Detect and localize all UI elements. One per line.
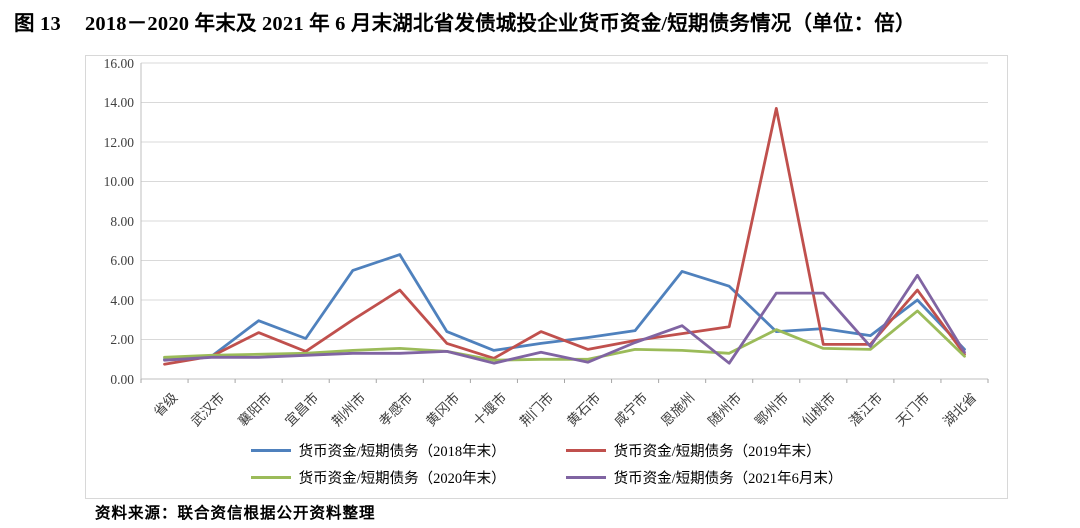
y-tick-label: 10.00	[103, 174, 134, 189]
y-tick-label: 4.00	[110, 292, 134, 308]
chart-area: 16.00 14.00 12.00 10.00 8.00 6.00 4.00 2.00 0.00…	[85, 55, 1008, 499]
y-tick-label: 6.00	[110, 253, 134, 268]
line-plot-canvas	[140, 62, 989, 383]
legend-line-swatch	[250, 476, 291, 479]
legend-line-swatch	[250, 449, 291, 452]
legend-label: 货币资金/短期债务（2018年末）	[298, 444, 506, 460]
legend-item: 货币资金/短期债务（2020年末）	[250, 467, 506, 488]
y-tick-label: 16.00	[103, 55, 134, 71]
legend-label: 货币资金/短期债务（2019年末）	[613, 444, 821, 460]
y-tick-label: 14.00	[103, 95, 134, 110]
figure-number: 图 13	[14, 13, 61, 35]
legend-label: 货币资金/短期债务（2020年末）	[298, 471, 506, 487]
figure-title: 图 13 2018－2020 年末及 2021 年 6 月末湖北省发债城投企业货币…	[14, 6, 1074, 36]
y-tick-label: 12.00	[103, 134, 134, 150]
legend-line-swatch	[565, 476, 606, 479]
figure-title-text: 2018－2020 年末及 2021 年 6 月末湖北省发债城投企业货币资金/短…	[84, 13, 916, 35]
y-tick-label: 0.00	[110, 371, 134, 387]
series-line-2	[163, 107, 966, 366]
series-line-4	[163, 273, 966, 365]
y-tick-label: 2.00	[110, 332, 134, 347]
legend-item: 货币资金/短期债务（2019年末）	[565, 440, 843, 461]
legend-item: 货币资金/短期债务（2018年末）	[250, 440, 506, 461]
source-note: 资料来源：联合资信根据公开资料整理	[95, 505, 376, 522]
series-line-3	[163, 309, 966, 362]
chart-legend: 货币资金/短期债务（2018年末） 货币资金/短期债务（2019年末） 货币资金/短…	[86, 440, 1007, 488]
y-tick-label: 8.00	[110, 213, 134, 229]
legend-label: 货币资金/短期债务（2021年6月末）	[613, 471, 843, 487]
legend-line-swatch	[565, 449, 606, 452]
legend-item: 货币资金/短期债务（2021年6月末）	[565, 467, 843, 488]
